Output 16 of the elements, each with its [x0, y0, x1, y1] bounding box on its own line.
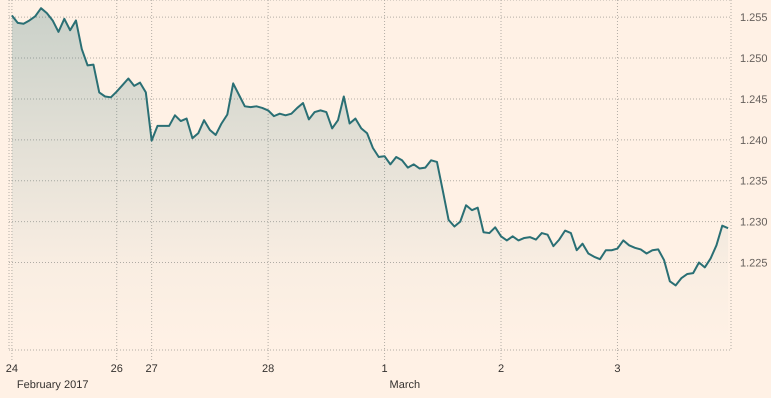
x-tick-label: 3 — [614, 363, 621, 375]
y-tick-label: 1.235 — [740, 176, 768, 188]
y-tick-label: 1.230 — [740, 216, 768, 229]
y-tick-label: 1.225 — [740, 258, 768, 270]
x-tick-label: 27 — [146, 363, 158, 375]
y-tick-label: 1.245 — [740, 94, 768, 106]
x-tick-label: 1 — [381, 363, 388, 375]
y-tick-label: 1.250 — [740, 53, 768, 66]
x-tick-label: 28 — [262, 363, 274, 375]
x-tick-label: 26 — [110, 363, 123, 375]
x-tick-label: 24 — [6, 363, 18, 375]
y-tick-label: 1.255 — [740, 12, 768, 24]
x-tick-label: 2 — [498, 363, 504, 375]
text: February 2017 — [16, 379, 88, 391]
text: March — [390, 379, 420, 391]
y-tick-label: 1.240 — [740, 134, 768, 147]
